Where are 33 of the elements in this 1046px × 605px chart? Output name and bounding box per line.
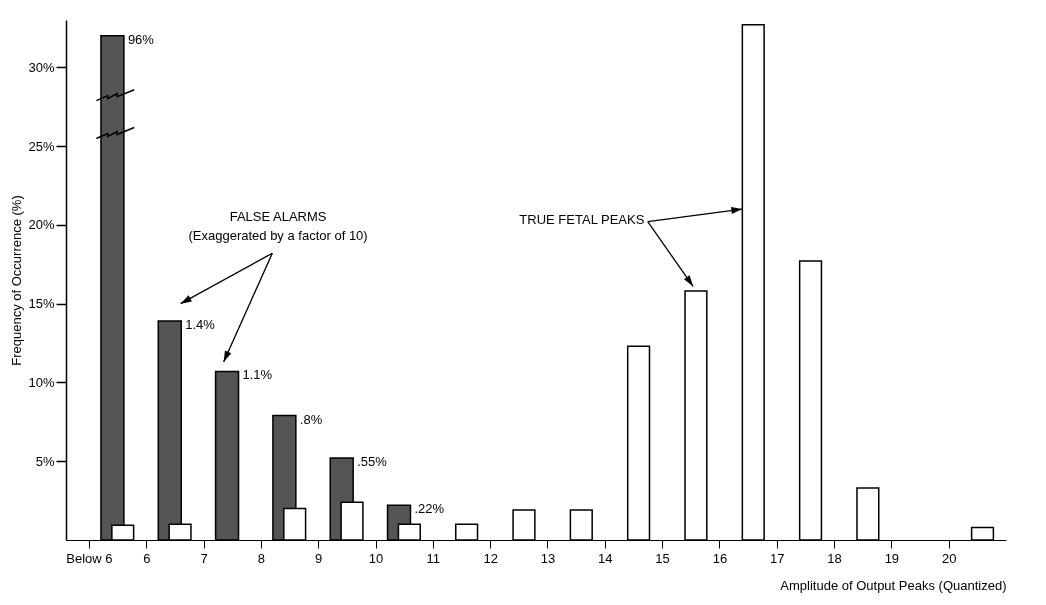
annotation: .8% <box>299 411 323 427</box>
x-tick-label: 18 <box>827 550 842 566</box>
x-tick-label: 6 <box>143 550 151 566</box>
annotation: 96% <box>127 31 155 47</box>
annotation: 1.4% <box>185 316 216 332</box>
x-tick-label: 14 <box>598 550 613 566</box>
x-tick-label: 16 <box>712 550 728 566</box>
x-tick-label: 11 <box>426 550 441 566</box>
x-tick-label: 7 <box>200 550 208 566</box>
x-axis-title: Amplitude of Output Peaks (Quantized) <box>780 577 1007 593</box>
x-tick-label: 13 <box>540 550 556 566</box>
x-tick-label: 12 <box>483 550 498 566</box>
x-tick-label: 8 <box>257 550 265 566</box>
x-tick-label: 20 <box>941 550 957 566</box>
x-tick-label: 15 <box>655 550 670 566</box>
annotation: .55% <box>357 454 388 470</box>
annotation: TRUE FETAL PEAKS <box>519 212 645 228</box>
x-tick-label: Below 6 <box>66 550 113 566</box>
y-tick-label: 20% <box>28 217 55 233</box>
y-axis-title: Frequency of Occurrence (%) <box>9 195 25 366</box>
annotation: (Exaggerated by a factor of 10) <box>188 227 368 243</box>
y-tick-label: 5% <box>35 453 55 469</box>
annotation: .22% <box>414 501 445 517</box>
y-tick-label: 15% <box>28 296 55 312</box>
annotation: FALSE ALARMS <box>229 208 327 224</box>
x-tick-label: 19 <box>884 550 900 566</box>
annotation: 1.1% <box>242 367 273 383</box>
y-tick-label: 25% <box>28 138 55 154</box>
x-tick-label: 9 <box>315 550 323 566</box>
y-tick-label: 30% <box>28 59 55 75</box>
y-tick-label: 10% <box>28 374 55 390</box>
x-tick-label: 10 <box>368 550 384 566</box>
x-tick-label: 17 <box>770 550 785 566</box>
